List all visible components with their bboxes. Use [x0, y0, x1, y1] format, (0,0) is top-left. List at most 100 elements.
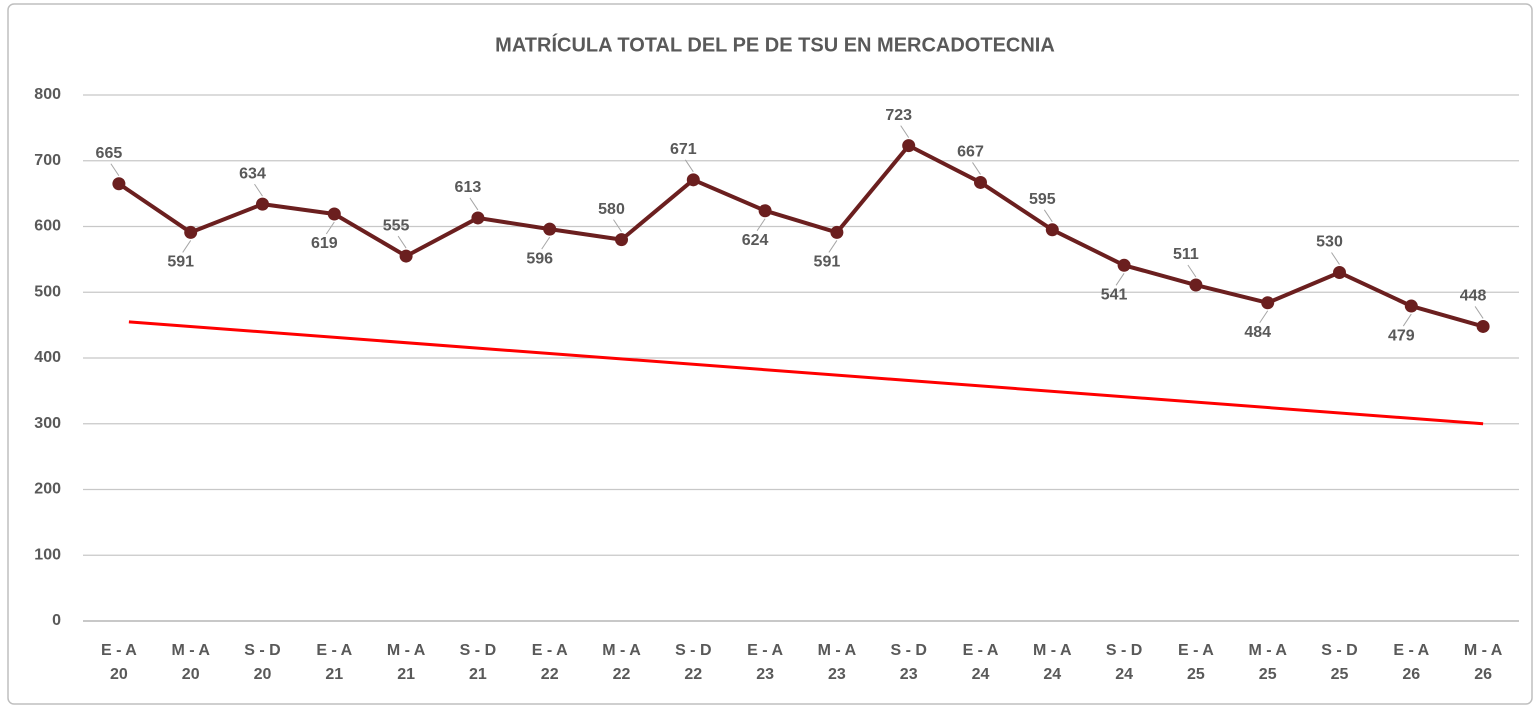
trendline: [128, 320, 1484, 426]
data-label: 595: [1029, 191, 1056, 208]
x-tick-label: S - D: [1106, 642, 1142, 659]
x-tick-label: S - D: [1321, 642, 1357, 659]
leader-line: [1259, 310, 1269, 324]
x-tick-label: 23: [756, 666, 774, 683]
data-label: 591: [167, 254, 194, 271]
x-tick-label: 25: [1259, 666, 1277, 683]
data-label: 671: [670, 141, 697, 158]
data-label: 624: [742, 232, 769, 249]
x-tick-label: 20: [182, 666, 200, 683]
data-point: [543, 222, 557, 236]
x-tick-label: E - A: [316, 642, 352, 659]
x-tick-label: M - A: [1248, 642, 1287, 659]
leader-line: [1474, 306, 1484, 319]
x-tick-label: 23: [828, 666, 846, 683]
data-label: 665: [96, 145, 123, 162]
data-point: [615, 233, 628, 247]
y-tick-label: 300: [34, 415, 61, 432]
leader-line: [541, 236, 551, 250]
data-label: 580: [598, 201, 625, 218]
data-point: [184, 225, 198, 239]
data-label: 596: [526, 250, 553, 267]
leader-line: [828, 240, 838, 253]
leader-line: [397, 235, 407, 249]
data-point: [974, 175, 987, 189]
x-tick-label: 20: [254, 666, 272, 683]
data-label: 667: [957, 144, 984, 161]
y-tick-label: 400: [34, 349, 61, 366]
x-tick-label: 26: [1402, 666, 1420, 683]
leader-line: [254, 183, 263, 197]
chart-title: MATRÍCULA TOTAL DEL PE DE TSU EN MERCADO…: [495, 33, 1055, 56]
x-tick-label: S - D: [460, 642, 496, 659]
x-tick-label: 25: [1187, 666, 1205, 683]
data-point: [1045, 223, 1059, 237]
data-point: [399, 249, 413, 263]
y-tick-label: 100: [34, 546, 61, 563]
x-tick-label: 24: [972, 666, 990, 683]
y-tick-label: 600: [34, 218, 61, 235]
leader-line: [1115, 273, 1125, 286]
data-point: [256, 197, 269, 211]
leader-line: [613, 219, 622, 232]
x-tick-label: 21: [469, 666, 487, 683]
leader-line: [972, 162, 981, 175]
x-tick-label: E - A: [1178, 642, 1214, 659]
data-point: [1189, 278, 1203, 292]
x-tick-label: 22: [684, 666, 702, 683]
x-tick-label: 24: [1115, 666, 1133, 683]
data-point: [112, 177, 126, 191]
x-tick-label: M - A: [602, 642, 641, 659]
data-label: 619: [311, 235, 338, 252]
x-tick-label: S - D: [675, 642, 711, 659]
data-label: 613: [455, 179, 482, 196]
x-tick-label: S - D: [890, 642, 926, 659]
leader-line: [1402, 313, 1412, 327]
data-label: 530: [1316, 234, 1343, 251]
x-tick-label: M - A: [1464, 642, 1503, 659]
chart-border: [7, 3, 1533, 705]
data-point: [902, 139, 916, 153]
y-tick-label: 200: [34, 481, 61, 498]
y-tick-label: 0: [52, 612, 61, 629]
data-label: 634: [239, 165, 266, 182]
leader-line: [684, 159, 694, 173]
data-label: 484: [1244, 324, 1271, 341]
data-point: [686, 173, 700, 187]
x-tick-label: M - A: [387, 642, 426, 659]
data-point: [1404, 299, 1418, 313]
data-label: 479: [1388, 327, 1415, 344]
x-tick-label: 26: [1474, 666, 1492, 683]
x-tick-label: E - A: [963, 642, 999, 659]
x-tick-label: E - A: [101, 642, 137, 659]
x-tick-label: 22: [613, 666, 631, 683]
leader-line: [1043, 209, 1053, 223]
x-tick-label: 23: [900, 666, 918, 683]
leader-line: [110, 163, 120, 177]
y-tick-label: 800: [34, 86, 61, 103]
leader-line: [756, 218, 766, 231]
data-point: [1476, 319, 1490, 333]
x-tick-label: 20: [110, 666, 128, 683]
data-label: 723: [885, 107, 912, 124]
leader-line: [1331, 252, 1340, 265]
data-point: [1117, 258, 1131, 272]
x-tick-label: 21: [325, 666, 343, 683]
leader-line: [469, 197, 479, 211]
leader-line: [1187, 264, 1197, 278]
x-tick-label: 25: [1331, 666, 1349, 683]
data-point: [830, 225, 844, 239]
data-point: [327, 207, 341, 221]
data-label: 555: [383, 217, 410, 234]
leader-line: [900, 125, 910, 138]
x-tick-label: E - A: [532, 642, 568, 659]
data-label: 591: [814, 254, 841, 271]
x-tick-label: M - A: [1033, 642, 1072, 659]
data-point: [758, 204, 772, 218]
data-label: 511: [1173, 246, 1199, 263]
x-tick-label: 24: [1043, 666, 1061, 683]
x-tick-label: 22: [541, 666, 559, 683]
x-tick-label: 21: [397, 666, 415, 683]
x-tick-label: M - A: [818, 642, 857, 659]
